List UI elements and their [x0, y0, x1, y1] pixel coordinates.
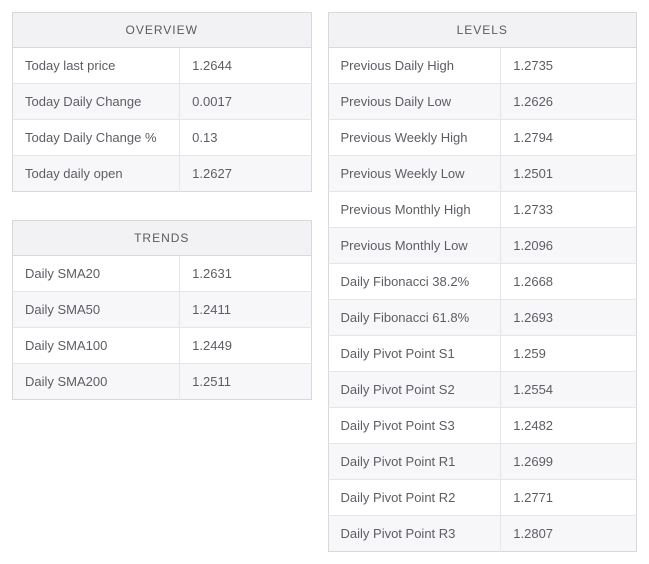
table-row: Daily Pivot Point R31.2807 [328, 516, 636, 552]
row-value: 1.2631 [180, 256, 311, 292]
table-row: Today Daily Change0.0017 [13, 84, 312, 120]
row-label: Previous Monthly Low [328, 228, 501, 264]
row-value: 1.2693 [501, 300, 637, 336]
row-value: 1.2627 [180, 156, 311, 192]
row-value: 1.2668 [501, 264, 637, 300]
row-value: 1.2449 [180, 328, 311, 364]
table-row: Daily SMA201.2631 [13, 256, 312, 292]
right-column: LEVELS Previous Daily High1.2735Previous… [328, 12, 637, 552]
table-row: Previous Daily High1.2735 [328, 48, 636, 84]
row-label: Today last price [13, 48, 180, 84]
table-row: Daily Pivot Point S11.259 [328, 336, 636, 372]
row-value: 1.2501 [501, 156, 637, 192]
row-value: 1.2644 [180, 48, 311, 84]
row-value: 1.2807 [501, 516, 637, 552]
row-value: 1.2554 [501, 372, 637, 408]
row-label: Previous Weekly Low [328, 156, 501, 192]
table-row: Daily SMA1001.2449 [13, 328, 312, 364]
row-value: 0.13 [180, 120, 311, 156]
row-label: Daily Pivot Point R2 [328, 480, 501, 516]
row-label: Previous Daily Low [328, 84, 501, 120]
table-row: Today Daily Change %0.13 [13, 120, 312, 156]
row-value: 1.2626 [501, 84, 637, 120]
row-value: 1.2794 [501, 120, 637, 156]
overview-body: Today last price1.2644Today Daily Change… [13, 48, 312, 192]
row-label: Daily SMA50 [13, 292, 180, 328]
row-value: 1.2735 [501, 48, 637, 84]
levels-table: LEVELS Previous Daily High1.2735Previous… [328, 12, 637, 552]
table-row: Previous Monthly Low1.2096 [328, 228, 636, 264]
row-label: Daily SMA100 [13, 328, 180, 364]
row-label: Today daily open [13, 156, 180, 192]
row-label: Daily Pivot Point S3 [328, 408, 501, 444]
row-label: Daily SMA200 [13, 364, 180, 400]
table-row: Previous Daily Low1.2626 [328, 84, 636, 120]
trends-table: TRENDS Daily SMA201.2631Daily SMA501.241… [12, 220, 312, 400]
table-row: Today last price1.2644 [13, 48, 312, 84]
table-row: Daily SMA2001.2511 [13, 364, 312, 400]
table-row: Daily Pivot Point S31.2482 [328, 408, 636, 444]
table-row: Daily Pivot Point R11.2699 [328, 444, 636, 480]
table-row: Daily Fibonacci 38.2%1.2668 [328, 264, 636, 300]
table-row: Today daily open1.2627 [13, 156, 312, 192]
row-value: 1.2482 [501, 408, 637, 444]
row-label: Today Daily Change % [13, 120, 180, 156]
row-label: Daily Pivot Point R1 [328, 444, 501, 480]
row-label: Daily Pivot Point S1 [328, 336, 501, 372]
overview-table: OVERVIEW Today last price1.2644Today Dai… [12, 12, 312, 192]
row-value: 1.259 [501, 336, 637, 372]
row-label: Daily Pivot Point R3 [328, 516, 501, 552]
table-row: Daily Pivot Point R21.2771 [328, 480, 636, 516]
table-row: Daily Fibonacci 61.8%1.2693 [328, 300, 636, 336]
row-label: Previous Weekly High [328, 120, 501, 156]
row-value: 1.2411 [180, 292, 311, 328]
layout: OVERVIEW Today last price1.2644Today Dai… [12, 12, 637, 552]
row-label: Previous Monthly High [328, 192, 501, 228]
row-label: Daily Fibonacci 38.2% [328, 264, 501, 300]
row-label: Daily Pivot Point S2 [328, 372, 501, 408]
row-value: 1.2699 [501, 444, 637, 480]
row-value: 1.2733 [501, 192, 637, 228]
row-value: 1.2511 [180, 364, 311, 400]
row-label: Daily Fibonacci 61.8% [328, 300, 501, 336]
table-row: Previous Monthly High1.2733 [328, 192, 636, 228]
row-label: Daily SMA20 [13, 256, 180, 292]
levels-body: Previous Daily High1.2735Previous Daily … [328, 48, 636, 552]
trends-body: Daily SMA201.2631Daily SMA501.2411Daily … [13, 256, 312, 400]
table-row: Daily Pivot Point S21.2554 [328, 372, 636, 408]
trends-title: TRENDS [13, 221, 312, 256]
table-row: Previous Weekly High1.2794 [328, 120, 636, 156]
left-column: OVERVIEW Today last price1.2644Today Dai… [12, 12, 312, 400]
row-value: 0.0017 [180, 84, 311, 120]
row-value: 1.2096 [501, 228, 637, 264]
row-label: Today Daily Change [13, 84, 180, 120]
overview-title: OVERVIEW [13, 13, 312, 48]
row-value: 1.2771 [501, 480, 637, 516]
table-row: Daily SMA501.2411 [13, 292, 312, 328]
levels-title: LEVELS [328, 13, 636, 48]
row-label: Previous Daily High [328, 48, 501, 84]
table-row: Previous Weekly Low1.2501 [328, 156, 636, 192]
